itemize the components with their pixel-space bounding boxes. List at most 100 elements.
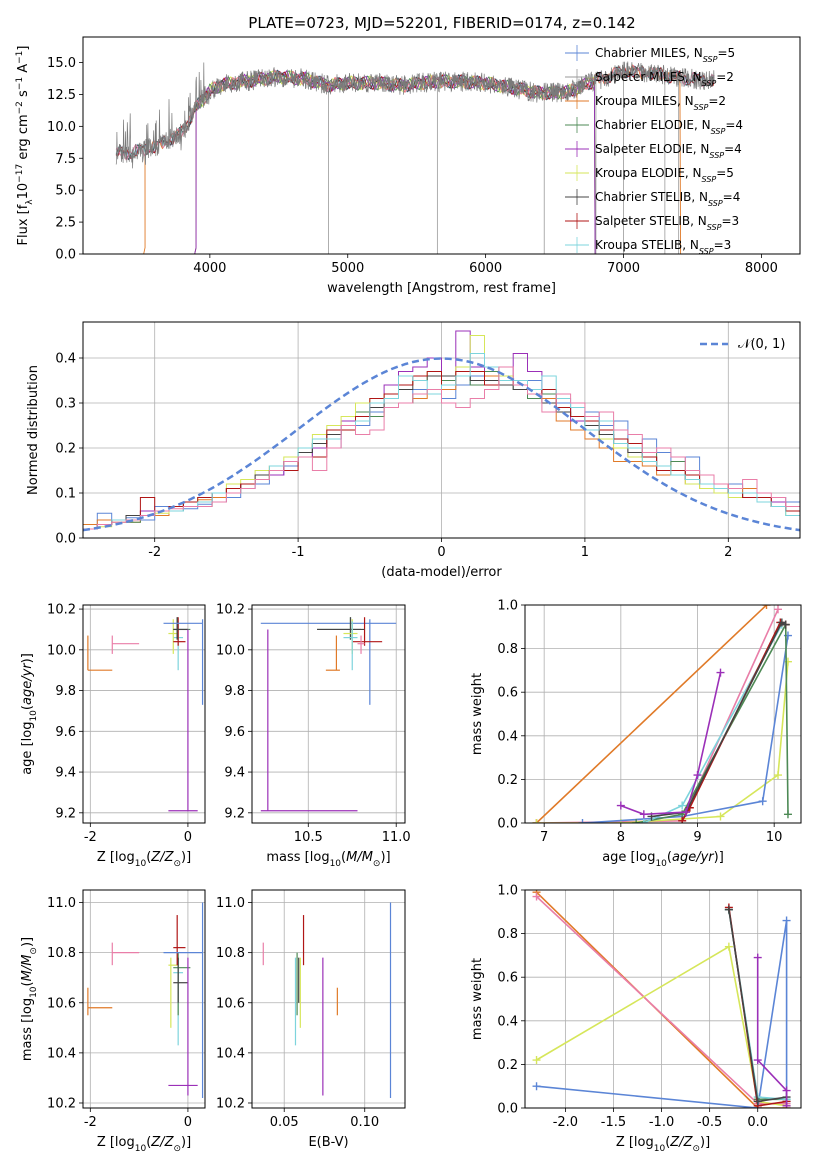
x-tick-label: 2 bbox=[724, 545, 732, 560]
y-tick-label: 0.2 bbox=[497, 1058, 518, 1073]
x-tick-label: -0.5 bbox=[697, 1115, 722, 1130]
model-spectrum-line bbox=[194, 70, 596, 254]
massweight-point bbox=[753, 953, 762, 962]
x-tick-label: 0 bbox=[184, 830, 192, 845]
x-tick-label: 0 bbox=[437, 545, 445, 560]
y-tick-label: 7.5 bbox=[55, 152, 76, 167]
y-tick-label: 9.2 bbox=[55, 806, 76, 821]
x-axis-label: wavelength [Angstrom, rest frame] bbox=[327, 281, 556, 296]
x-tick-label: 0.0 bbox=[747, 1115, 768, 1130]
plot-area bbox=[262, 902, 392, 1098]
massweight-point bbox=[783, 810, 792, 819]
y-tick-label: 0.4 bbox=[55, 352, 76, 367]
y-tick-label: 10.6 bbox=[47, 996, 76, 1011]
y-tick-label: 9.4 bbox=[224, 766, 245, 781]
massweight-point bbox=[783, 657, 792, 666]
y-tick-label: 0.2 bbox=[497, 773, 518, 788]
massweight-series-line bbox=[756, 957, 788, 1106]
massweight-point bbox=[532, 819, 541, 823]
y-tick-label: 0.0 bbox=[497, 1102, 518, 1117]
massweight-vs-age-panel: 7 8 9 10 0.0 0.2 0.4 0.6 0.8 1.0 age [log10(age/yr… bbox=[470, 599, 802, 869]
x-tick-label: 8000 bbox=[745, 261, 778, 276]
y-tick-label: 2.5 bbox=[55, 216, 76, 231]
massweight-point bbox=[678, 801, 687, 810]
massweight-series-line bbox=[535, 891, 787, 1108]
x-tick-label: -1.0 bbox=[649, 1115, 674, 1130]
x-tick-label: 5000 bbox=[331, 261, 364, 276]
massweight-point bbox=[639, 819, 648, 823]
plot-area bbox=[532, 890, 791, 1108]
y-tick-label: 10.4 bbox=[216, 1046, 245, 1061]
y-tick-label: 10.2 bbox=[47, 1096, 76, 1111]
y-tick-label: 0.1 bbox=[55, 487, 76, 502]
y-tick-label: 15.0 bbox=[47, 56, 76, 71]
x-axis-label: Z [log10(Z/Z⊙)] bbox=[97, 1135, 191, 1154]
y-tick-label: 9.8 bbox=[55, 684, 76, 699]
x-axis-label: Z [log10(Z/Z⊙)] bbox=[97, 850, 191, 869]
x-axis-label: (data-model)/error bbox=[381, 565, 502, 580]
massweight-point bbox=[724, 905, 733, 914]
y-tick-label: 9.2 bbox=[224, 806, 245, 821]
y-tick-label: 0.8 bbox=[497, 927, 518, 942]
massweight-point bbox=[532, 1056, 541, 1065]
axes-frame bbox=[251, 604, 406, 824]
y-tick-label: 0.4 bbox=[497, 1014, 518, 1029]
normal-reference-curve bbox=[83, 357, 800, 532]
histogram-series bbox=[83, 366, 800, 538]
legend-entry: Kroupa MILES, NSSP=2 bbox=[595, 94, 726, 112]
observed-spectrum-line bbox=[115, 61, 715, 169]
y-tick-label: 10.4 bbox=[47, 1046, 76, 1061]
y-tick-label: 10.8 bbox=[216, 946, 245, 961]
y-tick-label: 0.6 bbox=[497, 686, 518, 701]
massweight-series-line bbox=[535, 605, 768, 823]
massweight-point bbox=[716, 812, 725, 821]
legend-entry: Salpeter STELIB, NSSP=3 bbox=[595, 214, 739, 232]
y-axis-label: age [log10(age/yr)] bbox=[20, 653, 39, 775]
legend-entry: Salpeter ELODIE, NSSP=4 bbox=[595, 142, 742, 160]
model-spectrum-line bbox=[194, 70, 596, 254]
legend-entry: Chabrier STELIB, NSSP=4 bbox=[595, 190, 740, 208]
x-tick-label: -2 bbox=[84, 1115, 97, 1130]
massweight-series-line bbox=[582, 635, 789, 823]
massweight-point bbox=[753, 1056, 762, 1065]
x-tick-label: 0.05 bbox=[270, 1115, 299, 1130]
x-tick-label: 10 bbox=[766, 830, 783, 845]
y-axis-label: Flux [fλ10−17 erg cm−2 s−1 A−1] bbox=[15, 46, 35, 246]
y-tick-label: 10.8 bbox=[47, 946, 76, 961]
x-tick-label: -2.0 bbox=[553, 1115, 578, 1130]
y-tick-label: 10.2 bbox=[216, 603, 245, 618]
x-tick-label: 9 bbox=[693, 830, 701, 845]
age-vs-mass-panel: 10.5 11.0 9.2 9.4 9.6 9.8 10.0 10.2 mass [log10(… bbox=[216, 603, 411, 869]
massweight-point bbox=[678, 816, 687, 823]
massweight-point bbox=[724, 942, 733, 951]
massweight-point bbox=[762, 605, 771, 609]
age-vs-metallicity-panel: -2 0 9.2 9.4 9.6 9.8 10.0 10.2 Z [log10(Z/Z⊙)] ag… bbox=[20, 603, 206, 869]
massweight-series-line bbox=[651, 621, 787, 818]
axes-frame bbox=[82, 36, 801, 255]
massweight-point bbox=[758, 797, 767, 806]
x-tick-label: 0.10 bbox=[350, 1115, 379, 1130]
massweight-point bbox=[753, 1097, 762, 1106]
x-tick-label: 7000 bbox=[607, 261, 640, 276]
histogram-series bbox=[83, 371, 800, 538]
massweight-point bbox=[782, 1101, 791, 1108]
plot-area bbox=[87, 617, 204, 812]
mass-vs-extinction-panel: 0.05 0.10 10.2 10.4 10.6 10.8 11.0 E(B-V) bbox=[216, 889, 406, 1150]
y-tick-label: 10.0 bbox=[216, 643, 245, 658]
y-tick-label: 0.2 bbox=[55, 442, 76, 457]
x-tick-label: 8 bbox=[617, 830, 625, 845]
massweight-point bbox=[774, 605, 782, 614]
mass-vs-metallicity-panel: -2 0 10.2 10.4 10.6 10.8 11.0 Z [log10(Z/Z⊙)] ma… bbox=[20, 889, 206, 1154]
axes-frame bbox=[524, 889, 802, 1109]
x-axis-label: E(B-V) bbox=[308, 1135, 348, 1150]
massweight-series-line bbox=[636, 621, 789, 823]
plot-area bbox=[83, 330, 800, 538]
y-tick-label: 0.8 bbox=[497, 642, 518, 657]
y-tick-label: 5.0 bbox=[55, 184, 76, 199]
legend-entry: Kroupa STELIB, NSSP=3 bbox=[595, 238, 731, 256]
massweight-point bbox=[578, 819, 587, 823]
y-tick-label: 0.3 bbox=[55, 397, 76, 412]
massweight-point bbox=[693, 771, 702, 780]
y-tick-label: 9.6 bbox=[224, 725, 245, 740]
